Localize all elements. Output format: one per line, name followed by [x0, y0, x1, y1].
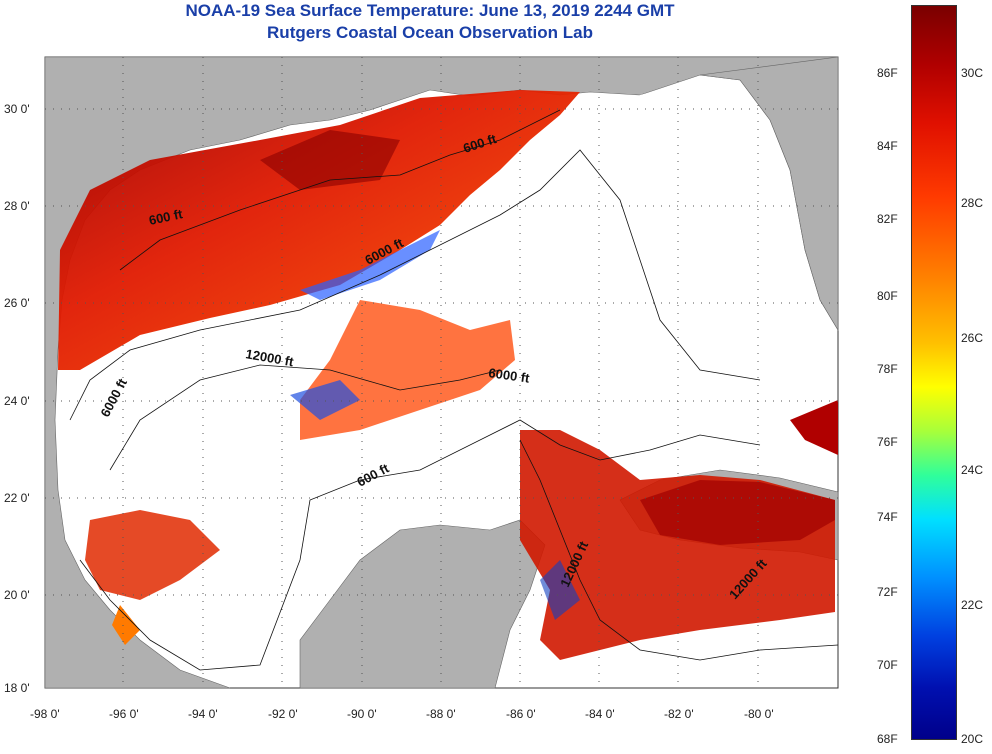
colorbar-f-label: 84F: [877, 139, 898, 153]
lon-label: -98 0': [30, 707, 60, 721]
map-subtitle: Rutgers Coastal Ocean Observation Lab: [267, 23, 593, 42]
depth-contours: [69, 109, 839, 671]
colorbar-f-label: 78F: [877, 362, 898, 376]
colorbar-c-label: 26C: [961, 331, 984, 345]
lon-label: -80 0': [744, 707, 774, 721]
colorbar-c-label: 28C: [961, 196, 984, 210]
colorbar-c-label: 30C: [961, 66, 984, 80]
longitude-labels: -98 0' -96 0' -94 0' -92 0' -90 0' -88 0…: [30, 707, 774, 721]
contour-label: 6000 ft: [488, 365, 532, 386]
colorbar-f-label: 68F: [877, 732, 898, 746]
colorbar-f-label: 72F: [877, 585, 898, 599]
lat-label: 26 0': [4, 296, 30, 310]
lat-label: 24 0': [4, 394, 30, 408]
lon-label: -84 0': [585, 707, 615, 721]
lon-label: -86 0': [506, 707, 536, 721]
lon-label: -94 0': [188, 707, 218, 721]
lat-label: 22 0': [4, 491, 30, 505]
lon-label: -82 0': [664, 707, 694, 721]
map-title: NOAA-19 Sea Surface Temperature: June 13…: [185, 1, 675, 20]
lat-label: 28 0': [4, 199, 30, 213]
temperature-colorbar: [911, 5, 957, 740]
colorbar-c-label: 20C: [961, 732, 984, 746]
colorbar-f-label: 70F: [877, 658, 898, 672]
colorbar-f-label: 74F: [877, 510, 898, 524]
florida-shelf: [580, 80, 800, 390]
lat-label: 20 0': [4, 588, 30, 602]
contour-label: 600 ft: [148, 206, 185, 228]
colorbar-c-label: 22C: [961, 598, 984, 612]
lon-label: -90 0': [347, 707, 377, 721]
lon-label: -88 0': [426, 707, 456, 721]
lon-label: -96 0': [109, 707, 139, 721]
colorbar-f-label: 82F: [877, 212, 898, 226]
sst-data: [58, 90, 838, 660]
colorbar-c-label: 24C: [961, 463, 984, 477]
lat-label: 30 0': [4, 102, 30, 116]
lon-label: -92 0': [268, 707, 298, 721]
colorbar-f-label: 86F: [877, 66, 898, 80]
colorbar-f-label: 76F: [877, 435, 898, 449]
lat-label: 18 0': [4, 681, 30, 695]
colorbar-f-label: 80F: [877, 289, 898, 303]
latitude-labels: 30 0' 28 0' 26 0' 24 0' 22 0' 20 0' 18 0…: [4, 102, 30, 695]
